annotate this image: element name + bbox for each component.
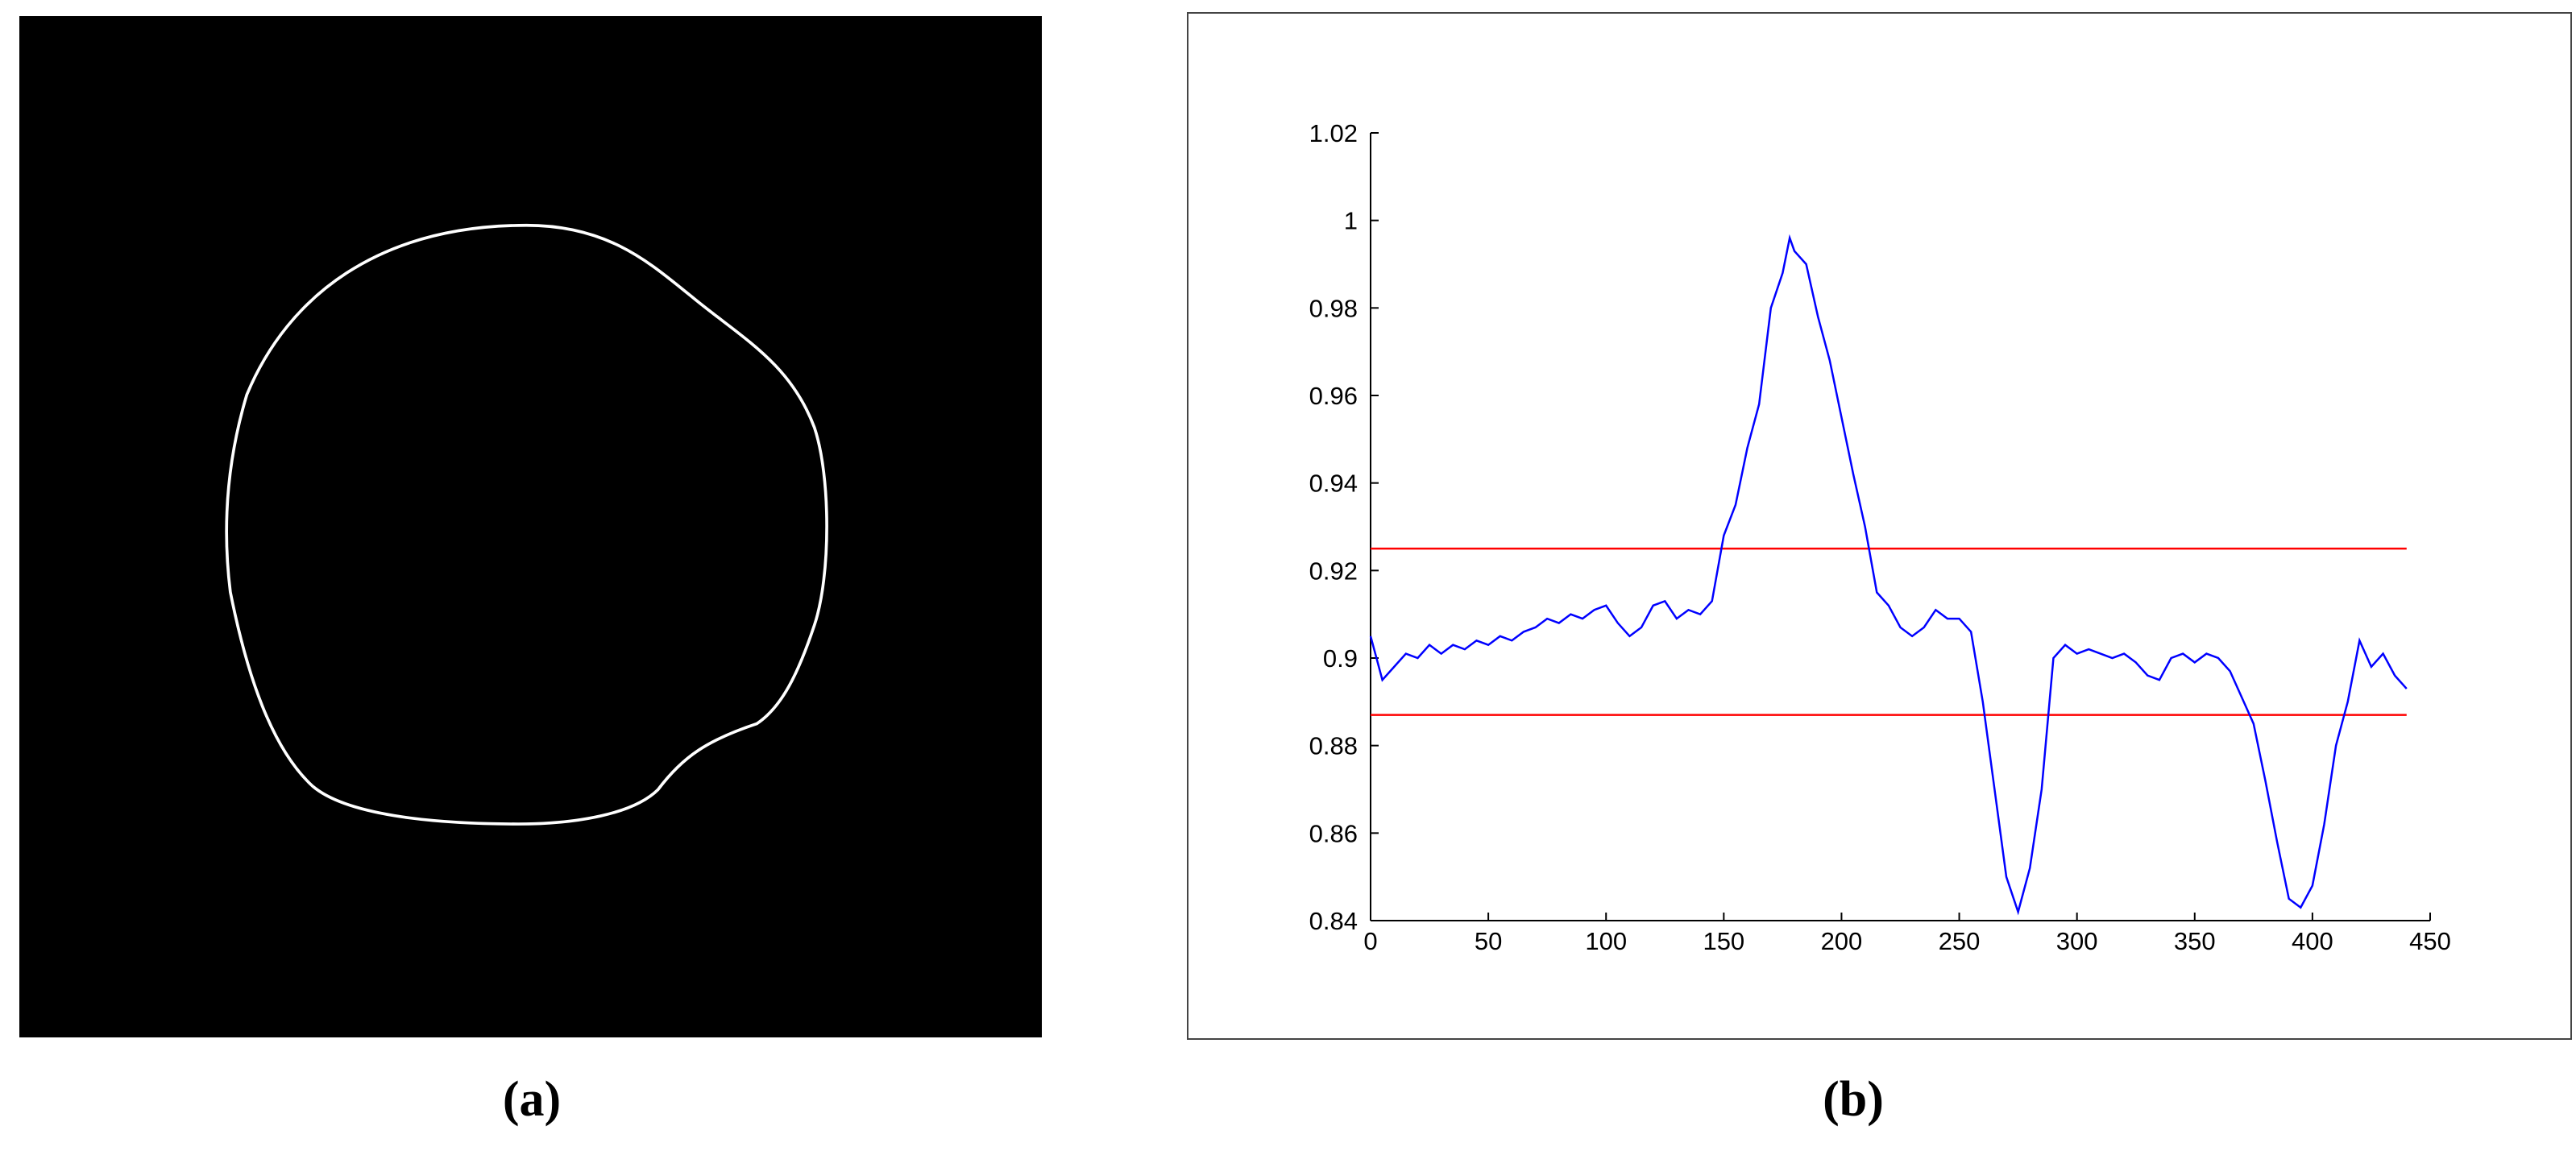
caption: (b) [1823, 1072, 1884, 1127]
x-tick-label: 150 [1703, 927, 1744, 955]
x-tick-label: 300 [2056, 927, 2098, 955]
contour [225, 223, 828, 826]
y-tick-label: 1 [1344, 207, 1358, 235]
x-tick-label: 0 [1363, 927, 1377, 955]
x-tick-label: 200 [1821, 927, 1863, 955]
y-tick-label: 0.9 [1323, 644, 1358, 673]
y-tick-label: 0.94 [1309, 470, 1358, 498]
plot-frame [1187, 12, 2572, 1040]
y-tick-label: 0.92 [1309, 557, 1358, 585]
y-tick-label: 0.96 [1309, 382, 1358, 410]
contour-line [225, 223, 828, 826]
y-tick-label: 0.88 [1309, 732, 1358, 760]
y-tick-label: 0.84 [1309, 907, 1358, 935]
y-tick-label: 0.86 [1309, 819, 1358, 847]
x-tick-label: 100 [1585, 927, 1627, 955]
data-line [1369, 234, 2408, 916]
x-tick-label: 250 [1939, 927, 1981, 955]
x-tick-label: 350 [2174, 927, 2216, 955]
y-tick-label: 1.02 [1309, 119, 1358, 147]
x-tick-label: 50 [1475, 927, 1502, 955]
x-tick-label: 450 [2409, 927, 2451, 955]
contour-image [19, 16, 1042, 1037]
plot: 0 50 100 150 200 250 300 350 400 450 0.84 0.86 0.88 0… [1309, 119, 2451, 955]
caption: (a) [503, 1072, 561, 1127]
y-tick-label: 0.98 [1309, 294, 1358, 322]
x-tick-label: 400 [2292, 927, 2333, 955]
